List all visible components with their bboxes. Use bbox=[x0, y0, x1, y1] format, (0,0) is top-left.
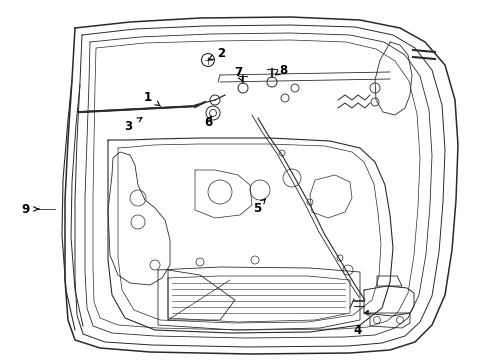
Text: 7: 7 bbox=[233, 66, 242, 81]
Text: 4: 4 bbox=[353, 311, 367, 337]
Text: 3: 3 bbox=[123, 118, 142, 132]
Text: 6: 6 bbox=[203, 116, 212, 129]
Text: 2: 2 bbox=[207, 46, 224, 60]
Text: 9: 9 bbox=[21, 202, 39, 216]
Text: 8: 8 bbox=[275, 63, 286, 77]
Text: 1: 1 bbox=[143, 90, 160, 106]
Text: 5: 5 bbox=[252, 199, 265, 215]
